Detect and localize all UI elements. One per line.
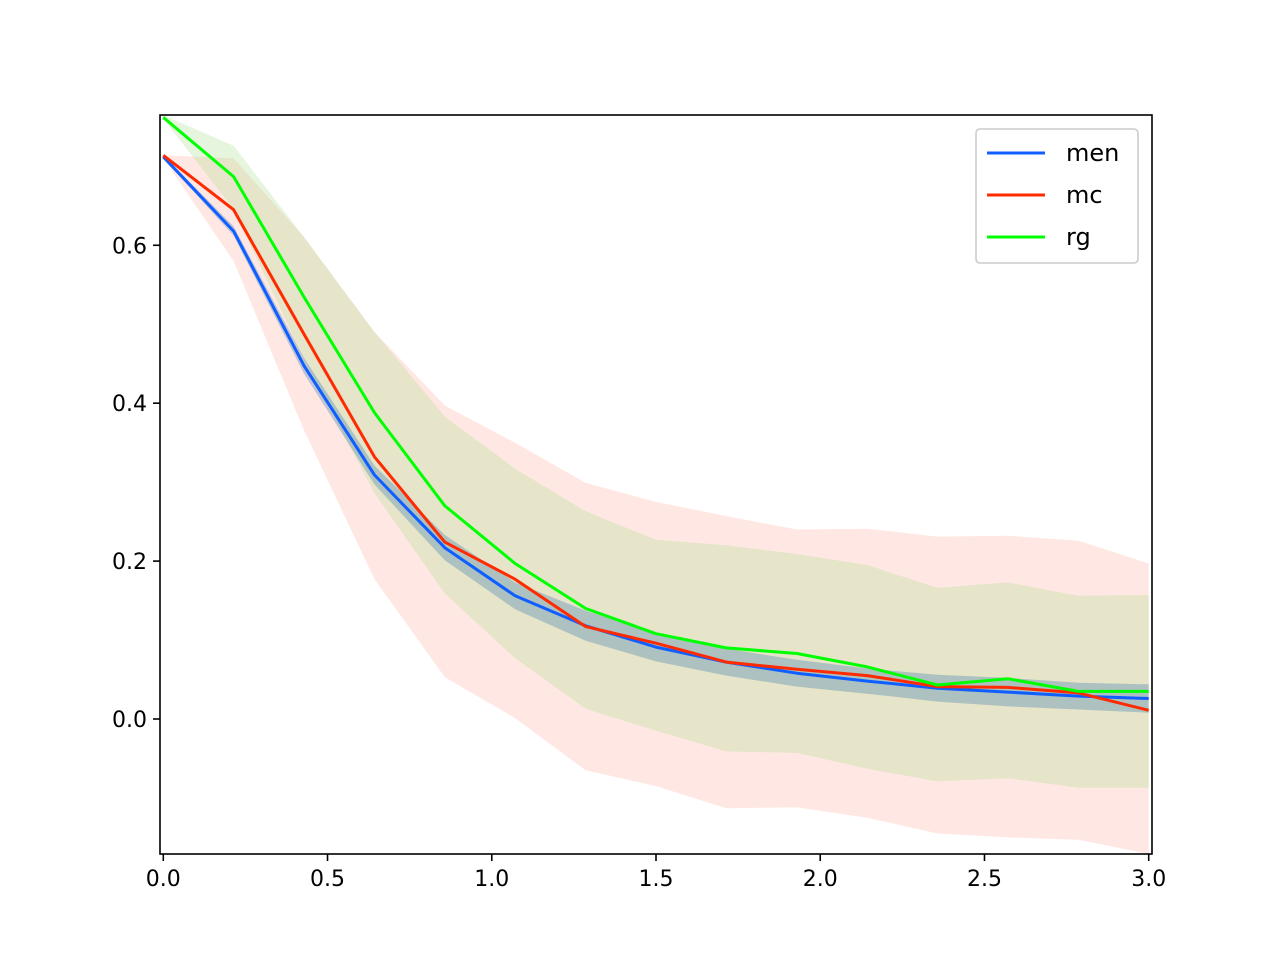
band-rg: [163, 115, 1149, 788]
x-tick-label: 0.5: [310, 867, 345, 892]
legend-label-men: men: [1066, 139, 1119, 167]
y-axis: 0.0 0.2 0.4 0.6: [112, 234, 160, 733]
legend: men mc rg: [975, 128, 1139, 264]
series-line-rg: [162, 116, 1149, 693]
y-tick-label: 0.6: [112, 234, 147, 259]
x-tick-label: 1.0: [474, 867, 509, 892]
legend-label-rg: rg: [1066, 223, 1091, 251]
legend-label-mc: mc: [1066, 181, 1103, 209]
x-tick-label: 1.5: [639, 867, 674, 892]
y-tick-label: 0.2: [112, 550, 147, 575]
x-tick-label: 2.5: [967, 867, 1002, 892]
x-tick-label: 3.0: [1131, 867, 1166, 892]
x-tick-label: 0.0: [146, 867, 181, 892]
legend-box: [975, 128, 1139, 264]
x-tick-label: 2.0: [803, 867, 838, 892]
band-mc: [163, 155, 1149, 855]
series-line-mc: [162, 154, 1150, 712]
y-tick-label: 0.0: [112, 708, 147, 733]
confidence-bands: [163, 115, 1149, 855]
y-tick-label: 0.4: [112, 392, 147, 417]
series-line-men: [162, 155, 1149, 700]
x-axis: 0.0 0.5 1.0 1.5 2.0 2.5 3.0: [146, 854, 1166, 892]
series-lines: [162, 116, 1150, 712]
